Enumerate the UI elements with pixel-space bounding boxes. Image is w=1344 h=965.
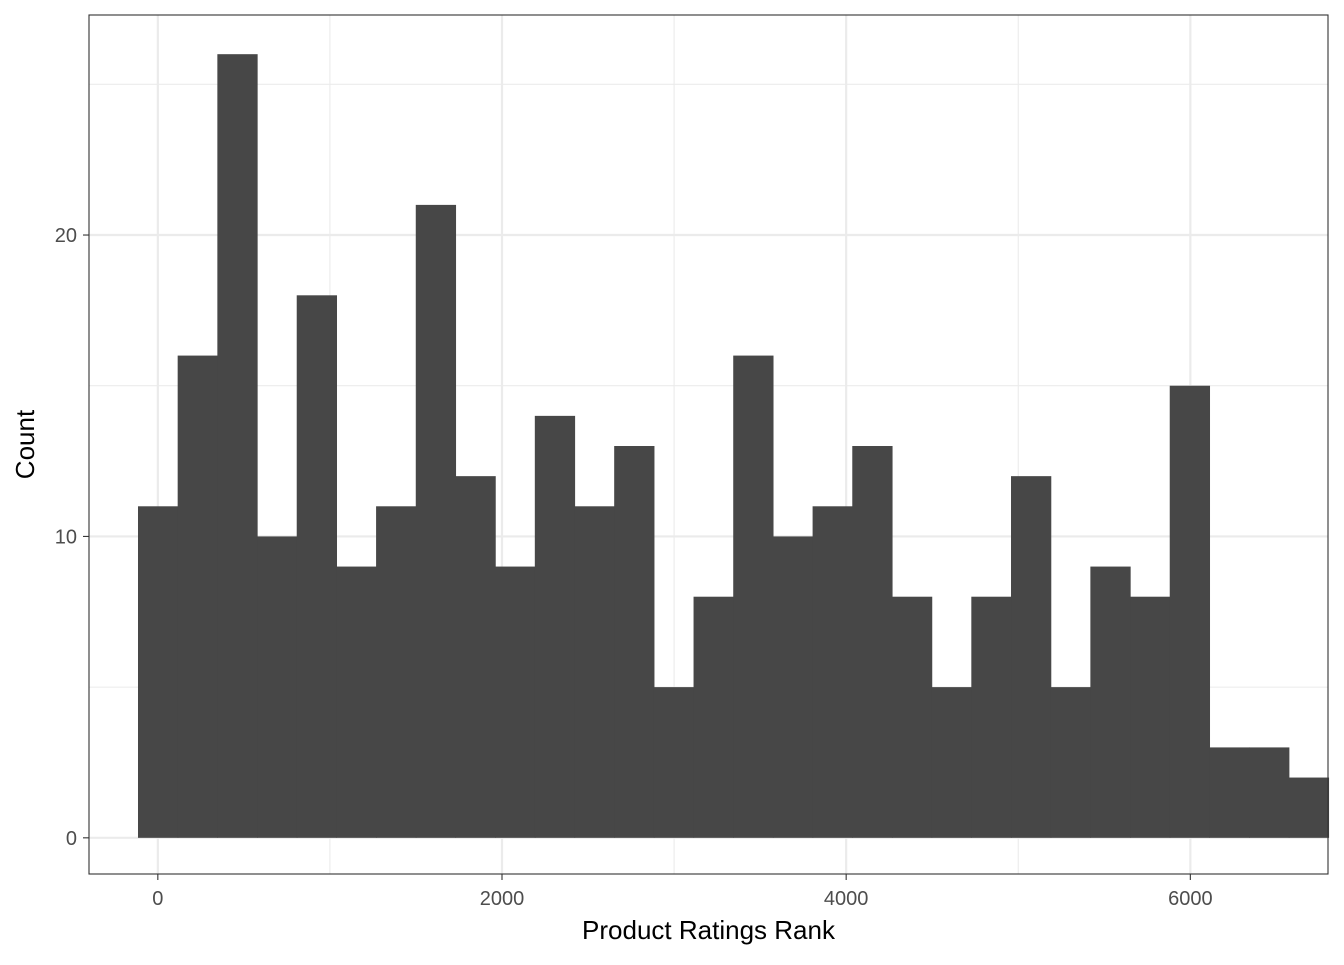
histogram-bar [296, 295, 338, 838]
y-axis: 0 10 20 [55, 225, 89, 850]
histogram-bar [614, 446, 655, 838]
histogram-bar [1249, 747, 1290, 838]
histogram-bar [177, 355, 218, 838]
histogram-bar [931, 687, 972, 838]
x-tick-label: 2000 [480, 888, 525, 910]
histogram-bar [257, 536, 298, 838]
histogram-bar [217, 54, 258, 838]
histogram-bar [1169, 385, 1211, 838]
x-tick-label: 4000 [824, 888, 869, 910]
histogram-bar [1050, 687, 1091, 838]
histogram-bar [1209, 747, 1250, 838]
histogram-bar [415, 204, 457, 838]
x-tick-label: 6000 [1168, 888, 1213, 910]
x-tick-label: 0 [152, 888, 163, 910]
histogram-bars [137, 54, 1330, 838]
y-axis-title: Count [10, 409, 40, 479]
histogram-bar [971, 596, 1012, 838]
y-tick-label: 10 [55, 526, 77, 548]
histogram-bar [733, 355, 774, 838]
histogram-bar [1011, 476, 1052, 838]
histogram-bar [574, 506, 615, 838]
x-axis: 0 2000 4000 6000 [152, 874, 1213, 910]
panel-border [88, 14, 1329, 875]
histogram-bar [1288, 777, 1330, 838]
histogram-bar [534, 415, 576, 838]
y-tick-label: 0 [66, 828, 77, 850]
histogram-bar [693, 596, 734, 838]
histogram-bar [495, 566, 536, 838]
histogram-bar [1130, 596, 1171, 838]
histogram-bar [852, 446, 893, 838]
histogram-bar [455, 476, 496, 838]
y-tick-label: 20 [55, 225, 77, 247]
x-axis-title: Product Ratings Rank [582, 915, 836, 945]
histogram-bar [137, 506, 179, 838]
histogram-bar [1090, 566, 1131, 838]
histogram-bar [336, 566, 377, 838]
histogram-bar [653, 687, 695, 838]
histogram-bar [376, 506, 417, 838]
histogram-bar [891, 596, 933, 838]
histogram-bar [812, 506, 853, 838]
histogram-bar [772, 536, 814, 838]
